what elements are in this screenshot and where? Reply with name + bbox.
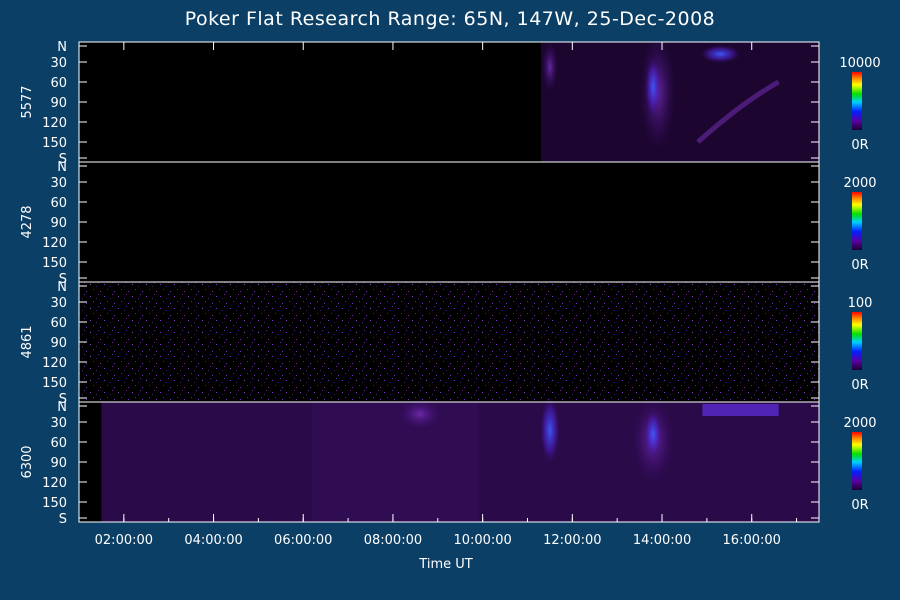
y-tick-label: N: [57, 280, 67, 295]
y-tick-label: N: [57, 40, 67, 55]
x-tick-label: 12:00:00: [543, 533, 601, 548]
panel-6300: [79, 396, 819, 522]
y-tick-label: 150: [42, 496, 67, 511]
colorbar-max-label: 2000: [843, 416, 876, 431]
colorbar-max-label: 2000: [843, 176, 876, 191]
y-tick-label: 120: [42, 476, 67, 491]
y-tick-label: 60: [50, 436, 67, 451]
y-tick-label: 30: [50, 416, 67, 431]
colorbar-4278: 2000 0R: [843, 176, 876, 273]
colorbar-max-label: 100: [848, 296, 873, 311]
y-tick-label: 60: [50, 76, 67, 91]
y-tick-label: 60: [50, 196, 67, 211]
y-tick-label: 120: [42, 356, 67, 371]
colorbar-4861: 100 0R: [848, 296, 873, 393]
y-tick-label: 150: [42, 376, 67, 391]
y-tick-label: S: [59, 512, 67, 527]
panel-label: 5577: [20, 85, 35, 118]
colorbar-min-label: 0R: [851, 498, 868, 513]
y-tick-label: 30: [50, 296, 67, 311]
y-tick-label: 90: [50, 96, 67, 111]
y-tick-label: 30: [50, 176, 67, 191]
colorbar-min-label: 0R: [851, 258, 868, 273]
x-tick-label: 16:00:00: [723, 533, 781, 548]
panel-label: 4861: [20, 325, 35, 358]
panel-label: 4278: [20, 205, 35, 238]
y-tick-label: 120: [42, 116, 67, 131]
y-tick-label: 120: [42, 236, 67, 251]
y-tick-label: S: [59, 272, 67, 287]
colorbar-min-label: 0R: [851, 138, 868, 153]
y-tick-label: 90: [50, 216, 67, 231]
y-tick-label: 150: [42, 136, 67, 151]
colorbar-6300: 2000 0R: [843, 416, 876, 513]
y-tick-label: N: [57, 160, 67, 175]
colorbar-max-label: 10000: [839, 56, 880, 71]
panel-4278: [79, 162, 819, 282]
x-tick-label: 14:00:00: [633, 533, 691, 548]
chart-title: Poker Flat Research Range: 65N, 147W, 25…: [184, 8, 716, 30]
colorbar-min-label: 0R: [851, 378, 868, 393]
panel-label: 6300: [20, 445, 35, 478]
panel-5577: [79, 34, 819, 162]
panel-4861: [79, 282, 819, 402]
x-axis-label: Time UT: [418, 557, 472, 572]
y-tick-label: S: [59, 152, 67, 167]
y-tick-label: 150: [42, 256, 67, 271]
x-tick-label: 04:00:00: [184, 533, 242, 548]
y-tick-label: 30: [50, 56, 67, 71]
y-tick-label: S: [59, 392, 67, 407]
y-tick-label: 90: [50, 456, 67, 471]
x-tick-label: 08:00:00: [364, 533, 422, 548]
y-tick-label: 60: [50, 316, 67, 331]
x-tick-label: 06:00:00: [274, 533, 332, 548]
x-tick-label: 10:00:00: [453, 533, 511, 548]
x-tick-label: 02:00:00: [95, 533, 153, 548]
y-tick-label: 90: [50, 336, 67, 351]
y-tick-label: N: [57, 400, 67, 415]
colorbar-5577: 10000 0R: [839, 56, 880, 153]
